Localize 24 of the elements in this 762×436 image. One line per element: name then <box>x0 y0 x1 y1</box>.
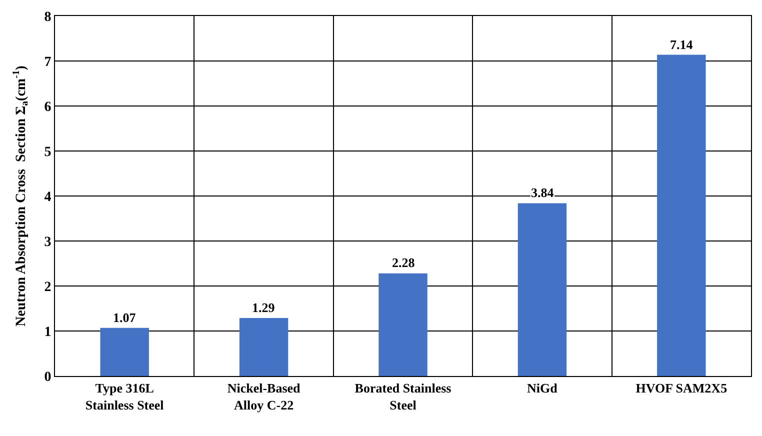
bar <box>378 273 428 376</box>
data-label: 2.28 <box>392 255 416 270</box>
x-tick-label: NiGd <box>527 380 558 396</box>
y-tick-label: 4 <box>44 190 52 205</box>
x-tick-label: Borated Stainless Steel <box>354 380 452 412</box>
bar <box>518 203 567 376</box>
data-label: 3.84 <box>531 185 554 200</box>
data-label: 1.07 <box>113 310 136 325</box>
y-tick-label: 1 <box>44 324 52 340</box>
x-tick-label: Nickel-Based Alloy C-22 <box>227 380 302 412</box>
y-tick-label: 6 <box>44 100 52 115</box>
y-tick-label: 2 <box>44 280 52 295</box>
y-tick-label: 5 <box>44 144 52 160</box>
y-tick-label: 0 <box>44 370 52 385</box>
x-tick-label: HVOF SAM2X5 <box>636 380 728 396</box>
bar <box>657 54 706 376</box>
y-tick-label: 8 <box>44 10 52 25</box>
bar <box>100 328 149 376</box>
data-label: 7.14 <box>670 37 694 52</box>
bar <box>239 318 288 376</box>
data-label: 1.29 <box>252 300 276 315</box>
x-tick-label: Type 316L Stainless Steel <box>85 380 164 412</box>
y-tick-label: 3 <box>44 234 52 250</box>
y-tick-label: 7 <box>44 54 52 70</box>
